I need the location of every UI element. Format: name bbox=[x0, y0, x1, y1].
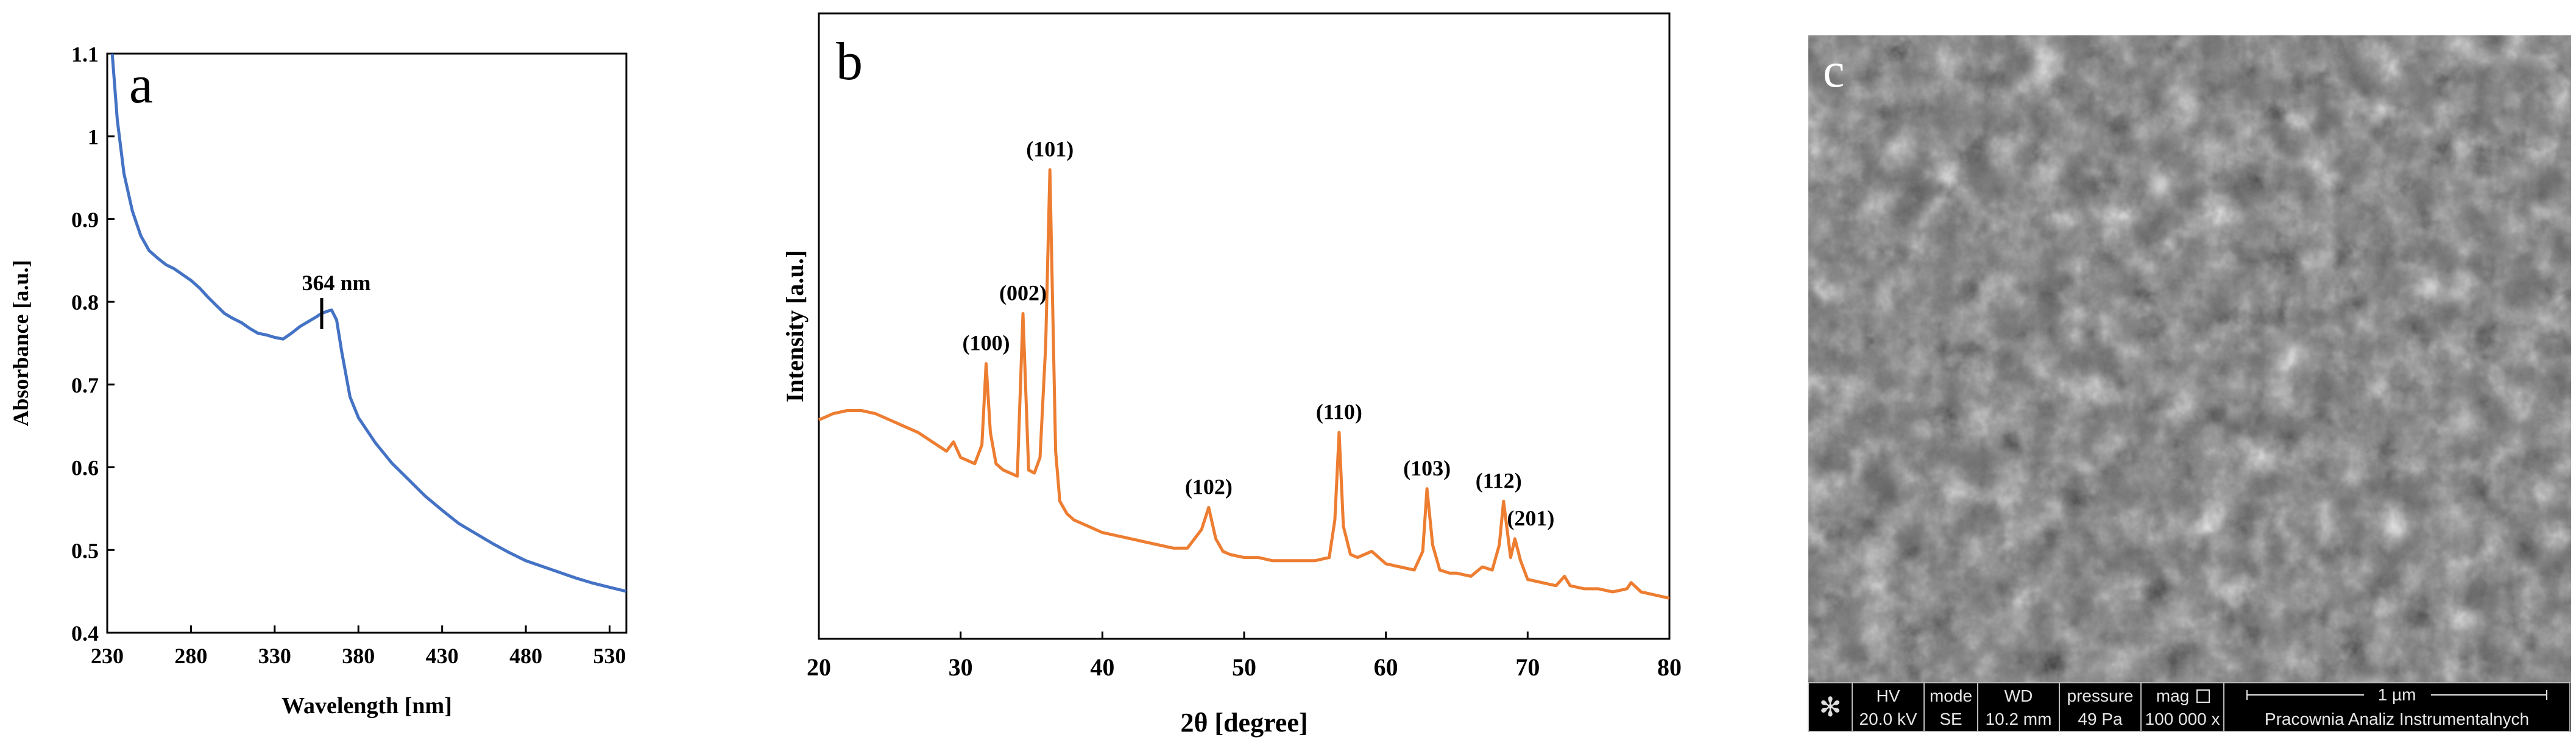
panel-a-y-tick-label: 0.6 bbox=[71, 456, 99, 480]
sem-pressure-value: 49 Pa bbox=[2078, 710, 2123, 728]
sem-mag-value: 100 000 x bbox=[2145, 710, 2220, 728]
panel-b-x-tick-label: 70 bbox=[1515, 653, 1540, 681]
panel-c-label: c bbox=[1823, 44, 1845, 98]
panel-b-x-tick-label: 30 bbox=[949, 653, 973, 681]
sem-mag-label: mag bbox=[2156, 686, 2189, 705]
panel-a-y-tick-label: 1 bbox=[88, 125, 99, 149]
panel-a-x-tick-label: 380 bbox=[342, 644, 375, 668]
sem-scale-bar bbox=[2246, 690, 2547, 700]
sem-image-grain bbox=[1808, 35, 2571, 683]
panel-b-x-tick-label: 40 bbox=[1090, 653, 1114, 681]
sem-pressure-label: pressure bbox=[2067, 686, 2134, 705]
panel-a-y-tick-label: 1.1 bbox=[71, 42, 99, 66]
panel-b-x-ticks: 20 30 40 50 60 70 80 bbox=[807, 632, 1682, 681]
panel-a-y-tick-label: 0.9 bbox=[71, 207, 99, 232]
sem-mode-value: SE bbox=[1939, 710, 1962, 728]
panel-b-peak-label: (112) bbox=[1476, 468, 1522, 493]
sem-info-bar: ✻ HV 20.0 kV mode SE WD 10.2 mm pressure… bbox=[1808, 682, 2571, 732]
sem-wd-label: WD bbox=[2005, 686, 2033, 705]
panel-a-x-tick-label: 280 bbox=[174, 644, 207, 668]
panel-a-peak-annotation: 364 nm bbox=[302, 271, 370, 295]
panel-a-y-ticks: 0.4 0.5 0.6 0.7 0.8 0.9 1 1.1 bbox=[71, 42, 115, 646]
panel-b-xrd-chart: 20 30 40 50 60 70 80 (100) (002) (101) (102) (110)… bbox=[781, 12, 1682, 738]
panel-c-sem-image: c ✻ HV 20.0 kV mode SE WD 10.2 mm pr bbox=[1808, 35, 2571, 732]
panel-b-plot-frame bbox=[818, 12, 1671, 640]
panel-b-peak-label: (101) bbox=[1026, 137, 1074, 162]
panel-b-peak-label: (100) bbox=[963, 331, 1010, 355]
panel-b-x-tick-label: 50 bbox=[1232, 653, 1256, 681]
panel-a-x-tick-label: 230 bbox=[91, 644, 124, 668]
panel-a-uv-vis-chart: 0.4 0.5 0.6 0.7 0.8 0.9 1 1.1 230 280 330 380 430 48… bbox=[9, 42, 628, 719]
panel-a-y-axis-title: Absorbance [a.u.] bbox=[9, 260, 33, 426]
panel-a-x-tick-label: 330 bbox=[258, 644, 291, 668]
panel-a-y-tick-label: 0.5 bbox=[71, 538, 99, 563]
sem-hv-value: 20.0 kV bbox=[1859, 710, 1917, 728]
panel-b-peak-labels: (100) (002) (101) (102) (110) (103) (112) (201) bbox=[963, 137, 1555, 530]
panel-b-x-tick-label: 20 bbox=[807, 653, 831, 681]
panel-a-y-tick-label: 0.8 bbox=[71, 290, 99, 315]
panel-b-peak-label: (102) bbox=[1185, 475, 1233, 499]
panel-a-x-tick-label: 430 bbox=[426, 644, 459, 668]
panel-b-x-axis-title: 2θ [degree] bbox=[1180, 708, 1307, 738]
panel-a-y-tick-label: 0.4 bbox=[71, 621, 99, 646]
sem-wd-value: 10.2 mm bbox=[1986, 710, 2052, 728]
sem-hv-label: HV bbox=[1877, 686, 1900, 705]
sem-mag-box-icon bbox=[2196, 689, 2210, 703]
panel-a-x-tick-label: 480 bbox=[509, 644, 542, 668]
panel-b-label: b bbox=[836, 32, 863, 91]
panel-b-peak-label: (201) bbox=[1507, 506, 1554, 530]
panel-a-label: a bbox=[129, 55, 153, 115]
sem-scale-label: 1 µm bbox=[2378, 685, 2416, 704]
sem-mode-label: mode bbox=[1930, 686, 1972, 705]
panel-b-peak-label: (110) bbox=[1316, 399, 1362, 424]
panel-a-plot-frame bbox=[106, 52, 628, 634]
panel-a-x-ticks: 230 280 330 380 430 480 530 bbox=[91, 625, 626, 668]
panel-a-x-tick-label: 530 bbox=[593, 644, 626, 668]
panel-b-x-tick-label: 80 bbox=[1657, 653, 1682, 681]
sem-logo-icon: ✻ bbox=[1819, 692, 1842, 722]
panel-a-y-tick-label: 0.7 bbox=[71, 373, 99, 397]
sem-lab-name: Pracownia Analiz Instrumentalnych bbox=[2265, 710, 2529, 728]
panel-b-y-axis-title: Intensity [a.u.] bbox=[781, 250, 809, 402]
panel-a-series-line bbox=[110, 53, 627, 593]
panel-b-peak-label: (002) bbox=[999, 280, 1047, 305]
panel-b-x-tick-label: 60 bbox=[1374, 653, 1398, 681]
panel-a-x-axis-title: Wavelength [nm] bbox=[281, 693, 452, 719]
panel-b-series-line bbox=[818, 168, 1670, 600]
panel-b-peak-label: (103) bbox=[1403, 456, 1451, 480]
